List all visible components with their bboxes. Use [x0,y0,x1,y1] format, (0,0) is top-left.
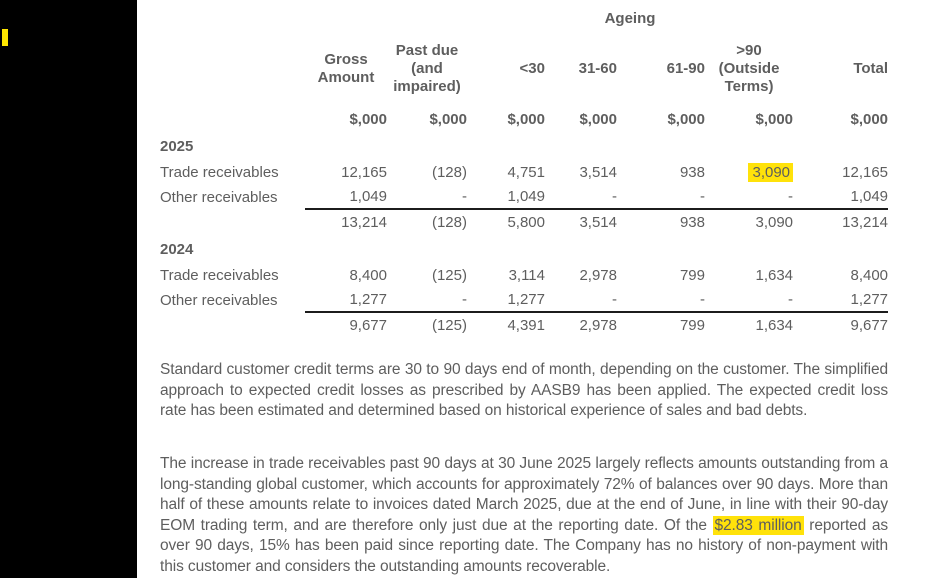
cell-gross: 12,165 [341,164,387,181]
total-61-90: 799 [679,317,705,334]
cell-61-90: - [617,185,705,210]
column-header-over-90: >90 (Outside Terms) [718,42,780,95]
year-label: 2025 [160,137,194,155]
totals-row-2025: 13,214 (128) 5,800 3,514 938 3,090 13,21… [160,209,888,235]
sidebar-marker [2,29,8,46]
year-row-2024: 2024 [160,235,888,263]
cell-past-due: - [387,185,467,210]
page-content: Ageing Gross Amount Past due (and impair… [160,0,889,575]
total-61-90: 938 [679,214,705,231]
cell-total: 1,277 [793,288,889,313]
totals-row-2024: 9,677 (125) 4,391 2,978 799 1,634 9,677 [160,312,888,338]
year-label: 2024 [160,240,194,258]
cell-past-due: (125) [431,267,467,284]
column-header-row: Gross Amount Past due (and impaired) <30… [160,32,888,106]
highlighted-amount-text: $2.83 million [712,515,804,535]
cell-past-due: - [387,288,467,313]
total-past-due: (125) [431,317,467,334]
table-row-other-receivables-2024: Other receivables 1,277 - 1,277 - - - 1,… [160,288,889,313]
credit-terms-paragraph: Standard customer credit terms are 30 to… [160,361,888,420]
table-row-trade-receivables-2025: Trade receivables 12,165 (128) 4,751 3,5… [160,160,888,185]
paragraph-text: reported as over 90 days, 15% has been p… [160,516,888,575]
total-under-30: 4,391 [507,317,545,334]
unit-label: $,000 [579,110,617,128]
sidebar-panel [0,0,137,578]
table-row-trade-receivables-2024: Trade receivables 8,400 (125) 3,114 2,97… [160,263,888,288]
table-row-other-receivables-2025: Other receivables 1,049 - 1,049 - - - 1,… [160,185,889,210]
column-header-61-90: 61-90 [666,60,705,77]
paragraph-text: The increase in trade receivables past 9… [160,455,888,534]
cell-over-90: - [705,288,794,313]
unit-label: $,000 [349,110,387,128]
cell-61-90: - [617,288,705,313]
row-label: Trade receivables [160,164,279,181]
cell-61-90: 938 [679,164,705,181]
receivables-ageing-table: Ageing Gross Amount Past due (and impair… [160,4,889,338]
total-gross: 13,214 [341,214,387,231]
cell-61-90: 799 [679,267,705,284]
unit-label: $,000 [429,110,467,128]
column-header-total: Total [853,60,889,77]
row-label: Other receivables [160,291,278,309]
cell-total: 8,400 [850,267,889,284]
cell-31-60: 3,514 [579,164,617,181]
cell-under-30: 1,049 [467,185,545,210]
cell-total: 1,049 [793,185,889,210]
row-label: Other receivables [160,188,278,206]
cell-31-60: - [545,185,617,210]
ageing-header-row: Ageing [160,4,888,32]
total-gross: 9,677 [349,317,387,334]
receivables-explanation-paragraph: The increase in trade receivables past 9… [160,454,888,578]
ageing-title: Ageing [604,9,656,27]
cell-31-60: 2,978 [579,267,617,284]
column-header-gross-amount: Gross Amount [317,51,375,86]
total-over-90: 1,634 [755,317,794,334]
total-total: 13,214 [842,214,889,231]
cell-gross: 1,277 [305,288,387,313]
column-header-31-60: 31-60 [578,60,617,77]
total-31-60: 3,514 [579,214,617,231]
units-row: $,000 $,000 $,000 $,000 $,000 $,000 $,00… [160,106,888,132]
total-31-60: 2,978 [579,317,617,334]
year-row-2025: 2025 [160,132,888,160]
unit-label: $,000 [507,110,545,128]
unit-label: $,000 [850,110,889,128]
cell-under-30: 1,277 [467,288,545,313]
total-total: 9,677 [850,317,889,334]
cell-under-30: 3,114 [508,267,545,284]
row-label: Trade receivables [160,267,279,284]
cell-over-90: - [705,185,794,210]
total-past-due: (128) [431,214,467,231]
column-header-under-30: <30 [519,60,545,77]
unit-label: $,000 [755,110,794,128]
cell-total: 12,165 [842,164,889,181]
cell-under-30: 4,751 [507,164,545,181]
cell-gross: 1,049 [305,185,387,210]
cell-past-due: (128) [431,164,467,181]
cell-31-60: - [545,288,617,313]
unit-label: $,000 [667,110,705,128]
total-over-90: 3,090 [755,214,794,231]
column-header-past-due: Past due (and impaired) [393,42,461,95]
highlighted-over-90-value: 3,090 [748,163,794,182]
total-under-30: 5,800 [507,214,545,231]
cell-over-90: 1,634 [755,267,794,284]
cell-gross: 8,400 [349,267,387,284]
